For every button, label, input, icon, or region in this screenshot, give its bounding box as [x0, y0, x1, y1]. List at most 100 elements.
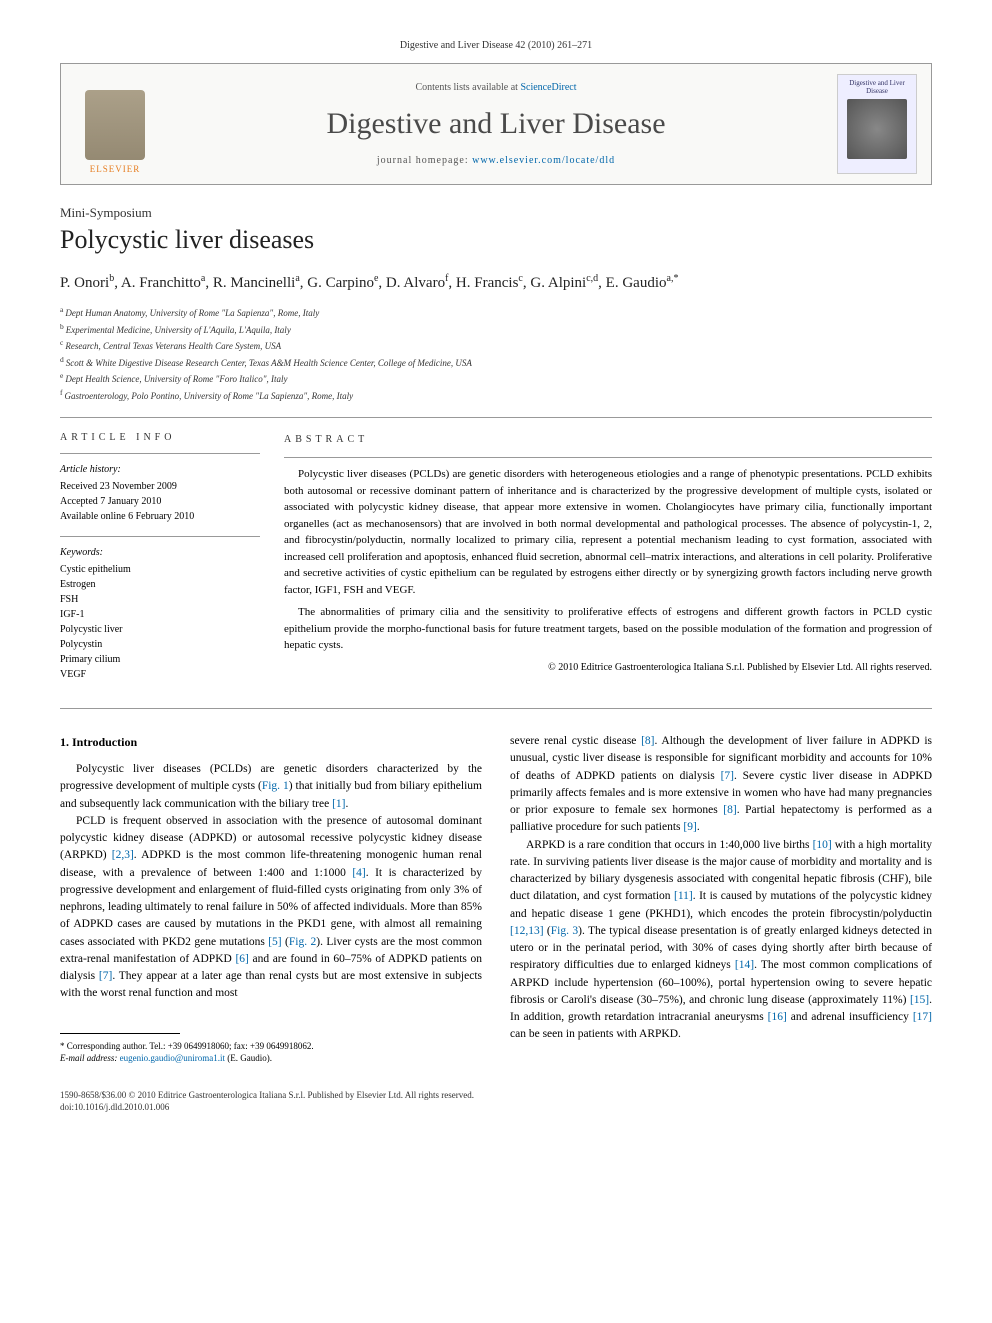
ref-link[interactable]: [11] — [674, 890, 693, 902]
ref-link[interactable]: [14] — [735, 959, 754, 971]
ref-link[interactable]: [7] — [99, 970, 112, 982]
author-aff: e — [374, 273, 378, 284]
authors-line: P. Onorib, A. Franchittoa, R. Mancinelli… — [60, 273, 932, 292]
corresponding-footnote: * Corresponding author. Tel.: +39 064991… — [60, 1040, 482, 1065]
figure-link[interactable]: Fig. 3 — [551, 925, 578, 937]
affiliation: Dept Human Anatomy, University of Rome "… — [65, 308, 319, 318]
journal-homepage: journal homepage: www.elsevier.com/locat… — [155, 155, 837, 166]
keyword: Primary cilium — [60, 652, 260, 667]
author: H. Francis — [456, 275, 519, 291]
keyword: FSH — [60, 592, 260, 607]
author-aff: b — [109, 273, 114, 284]
footer-copyright: 1590-8658/$36.00 © 2010 Editrice Gastroe… — [60, 1089, 932, 1102]
info-heading: ARTICLE INFO — [60, 432, 260, 443]
email-suffix: (E. Gaudio). — [225, 1053, 272, 1063]
page: Digestive and Liver Disease 42 (2010) 26… — [0, 0, 992, 1154]
body-para: Polycystic liver diseases (PCLDs) are ge… — [60, 761, 482, 813]
article-info: ARTICLE INFO Article history: Received 2… — [60, 432, 260, 694]
journal-banner: ELSEVIER Contents lists available at Sci… — [60, 63, 932, 185]
author-aff: f — [445, 273, 448, 284]
ref-link[interactable]: [9] — [683, 821, 696, 833]
affiliation: Gastroenterology, Polo Pontino, Universi… — [65, 391, 354, 401]
affiliation: Dept Health Science, University of Rome … — [65, 374, 287, 384]
keyword: Cystic epithelium — [60, 562, 260, 577]
accepted-date: Accepted 7 January 2010 — [60, 494, 260, 509]
author-aff: c — [518, 273, 522, 284]
ref-link[interactable]: [16] — [768, 1011, 787, 1023]
text: severe renal cystic disease — [510, 735, 641, 747]
ref-link[interactable]: [12,13] — [510, 925, 544, 937]
keyword: Polycystic liver — [60, 622, 260, 637]
author: G. Carpino — [307, 275, 374, 291]
contents-line: Contents lists available at ScienceDirec… — [155, 82, 837, 93]
corr-author: * Corresponding author. Tel.: +39 064991… — [60, 1040, 482, 1053]
received-date: Received 23 November 2009 — [60, 479, 260, 494]
author-aff: a — [295, 273, 299, 284]
ref-link[interactable]: [2,3] — [112, 849, 134, 861]
author-aff: a,* — [667, 273, 679, 284]
keyword: VEGF — [60, 667, 260, 682]
homepage-link[interactable]: www.elsevier.com/locate/dld — [472, 155, 615, 166]
ref-link[interactable]: [5] — [268, 936, 281, 948]
affiliation: Scott & White Digestive Disease Research… — [66, 358, 472, 368]
text: ARPKD is a rare condition that occurs in… — [526, 839, 813, 851]
text: . — [346, 798, 349, 810]
page-footer: 1590-8658/$36.00 © 2010 Editrice Gastroe… — [60, 1089, 932, 1114]
article-type: Mini-Symposium — [60, 205, 932, 221]
ref-link[interactable]: [7] — [721, 770, 734, 782]
figure-link[interactable]: Fig. 2 — [289, 936, 316, 948]
ref-link[interactable]: [17] — [913, 1011, 932, 1023]
journal-cover: Digestive and Liver Disease — [837, 74, 917, 174]
ref-link[interactable]: [10] — [813, 839, 832, 851]
body-para: severe renal cystic disease [8]. Althoug… — [510, 733, 932, 837]
author-aff: a — [201, 273, 205, 284]
email-label: E-mail address: — [60, 1053, 120, 1063]
author: E. Gaudio — [606, 275, 667, 291]
ref-link[interactable]: [15] — [910, 994, 929, 1006]
email-link[interactable]: eugenio.gaudio@uniroma1.it — [120, 1053, 225, 1063]
keyword: Estrogen — [60, 577, 260, 592]
ref-link[interactable]: [8] — [641, 735, 654, 747]
article-title: Polycystic liver diseases — [60, 225, 932, 255]
history-label: Article history: — [60, 462, 260, 477]
text: ( — [282, 936, 289, 948]
abstract-p2: The abnormalities of primary cilia and t… — [284, 604, 932, 654]
left-column: 1. Introduction Polycystic liver disease… — [60, 733, 482, 1065]
info-abstract-row: ARTICLE INFO Article history: Received 2… — [60, 417, 932, 709]
sciencedirect-link[interactable]: ScienceDirect — [520, 82, 576, 93]
publisher-logo: ELSEVIER — [75, 74, 155, 174]
ref-link[interactable]: [8] — [723, 804, 736, 816]
author: P. Onori — [60, 275, 109, 291]
keywords-label: Keywords: — [60, 545, 260, 560]
homepage-prefix: journal homepage: — [377, 155, 472, 166]
body-para: ARPKD is a rare condition that occurs in… — [510, 837, 932, 1044]
author: D. Alvaro — [386, 275, 445, 291]
contents-prefix: Contents lists available at — [415, 82, 520, 93]
abstract: ABSTRACT Polycystic liver diseases (PCLD… — [284, 432, 932, 694]
footnote-separator — [60, 1033, 180, 1034]
journal-name: Digestive and Liver Disease — [155, 107, 837, 141]
abstract-heading: ABSTRACT — [284, 432, 932, 447]
figure-link[interactable]: Fig. 1 — [262, 780, 289, 792]
online-date: Available online 6 February 2010 — [60, 509, 260, 524]
text: . They appear at a later age than renal … — [60, 970, 482, 999]
author: R. Mancinelli — [213, 275, 296, 291]
text: and adrenal insufficiency — [787, 1011, 913, 1023]
header-citation: Digestive and Liver Disease 42 (2010) 26… — [60, 40, 932, 51]
author: A. Franchitto — [121, 275, 201, 291]
cover-image-icon — [847, 99, 907, 159]
body-para: PCLD is frequent observed in association… — [60, 813, 482, 1003]
ref-link[interactable]: [1] — [332, 798, 345, 810]
ref-link[interactable]: [4] — [352, 867, 365, 879]
affiliation: Experimental Medicine, University of L'A… — [66, 325, 291, 335]
banner-center: Contents lists available at ScienceDirec… — [155, 82, 837, 166]
text: ( — [544, 925, 551, 937]
cover-title: Digestive and Liver Disease — [842, 79, 912, 95]
keyword: IGF-1 — [60, 607, 260, 622]
elsevier-tree-icon — [85, 90, 145, 160]
author-aff: c,d — [586, 273, 598, 284]
ref-link[interactable]: [6] — [235, 953, 248, 965]
text: . — [697, 821, 700, 833]
right-column: severe renal cystic disease [8]. Althoug… — [510, 733, 932, 1065]
body-columns: 1. Introduction Polycystic liver disease… — [60, 733, 932, 1065]
